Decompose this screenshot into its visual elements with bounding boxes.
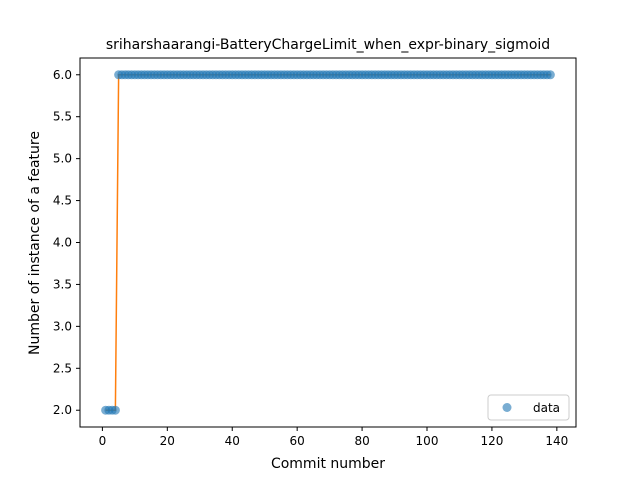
y-axis-label: Number of instance of a feature [27,131,43,355]
x-tick-label: 60 [290,434,305,448]
y-tick-label: 5.0 [53,152,72,166]
x-axis-ticks: 0 20 40 60 80 100 120 140 [99,427,568,448]
y-tick-label: 3.5 [53,277,72,291]
y-tick-label: 4.5 [53,194,72,208]
y-tick-label: 2.0 [53,403,72,417]
x-tick-label: 0 [99,434,107,448]
legend-label: data [533,401,560,415]
legend-marker [502,403,512,412]
y-tick-label: 6.0 [53,68,72,82]
legend-box [487,394,570,421]
x-tick-label: 20 [160,434,175,448]
x-axis-label: Commit number [271,456,385,472]
plot-area [80,58,576,427]
data-point [545,70,555,80]
y-tick-label: 5.5 [53,110,72,124]
x-tick-label: 40 [225,434,240,448]
x-tick-label: 140 [545,434,568,448]
x-tick-label: 120 [480,434,503,448]
legend: data [487,394,570,421]
data-point [110,405,120,415]
y-tick-label: 4.0 [53,236,72,250]
y-tick-label: 2.5 [53,361,72,375]
y-tick-label: 3.0 [53,319,72,333]
y-axis-ticks: 2.0 2.5 3.0 3.5 4.0 4.5 5.0 5.5 6.0 [53,68,80,417]
x-tick-label: 100 [416,434,439,448]
points-layer [101,70,555,415]
x-tick-label: 80 [354,434,369,448]
chart-title: sriharshaarangi-BatteryChargeLimit_when_… [106,37,550,53]
